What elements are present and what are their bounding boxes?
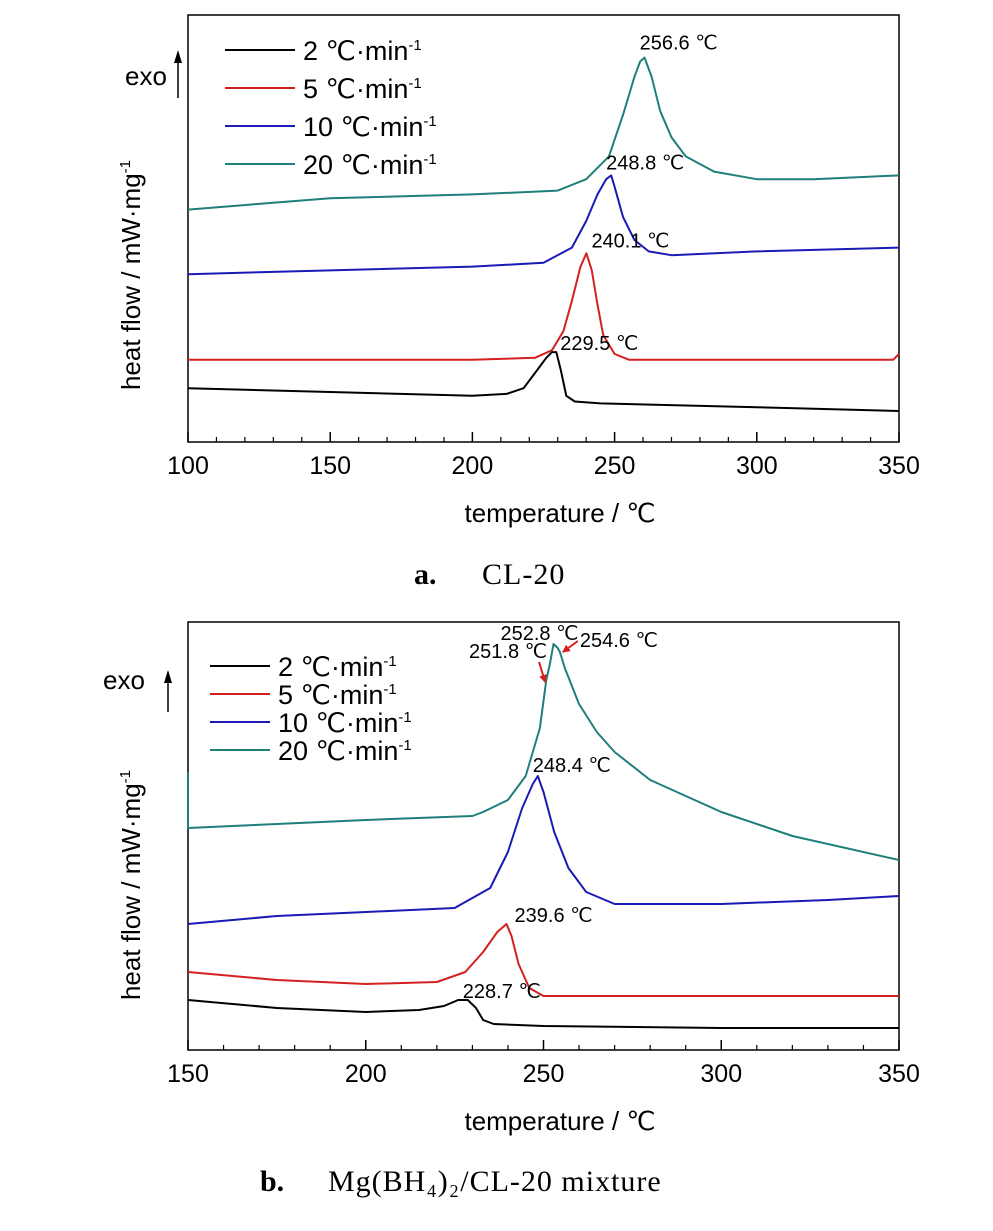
panel-a-x-tick-label: 350 (878, 452, 920, 480)
panel-a-legend-unit: ℃·min (326, 36, 409, 66)
panel-a-legend-sup: -1 (423, 151, 436, 168)
panel-a-ylabel-main: heat flow / mW·mg (116, 173, 146, 390)
panel-b-legend-sup: -1 (398, 709, 411, 726)
panel-a-legend-sup: -1 (408, 37, 421, 54)
panel-b-legend-unit: ℃·min (301, 680, 384, 710)
panel-b-legend-unit: ℃·min (316, 708, 399, 738)
panel-b-peak-annotation: 228.7 ℃ (463, 981, 541, 1003)
panel-b-caption: b. Mg(BH₄)₂/CL-20 mixture (260, 1165, 662, 1198)
panel-a-x-tick-label: 250 (594, 452, 636, 480)
panel-a-ylabel-sup: -1 (117, 160, 134, 173)
panel-a-peak-annotation: 240.1 ℃ (591, 230, 669, 252)
panel-b-legend-entry: 10 ℃·min-1 (210, 708, 412, 738)
panel-b-legend-sup: -1 (398, 737, 411, 754)
panel-b-legend-rate: 2 (278, 652, 301, 682)
panel-a-series-line-20-rate (187, 56, 900, 211)
panel-b-legend-unit: ℃·min (316, 736, 399, 766)
panel-a-peak-annotation: 229.5 ℃ (560, 333, 638, 355)
panel-b-x-tick-label: 350 (878, 1060, 920, 1088)
panel-b-legend-label: 20 ℃·min-1 (278, 736, 412, 766)
panel-b-legend-rate: 5 (278, 680, 301, 710)
panel-a-series-line-2-rate (187, 351, 900, 412)
panel-b-exo-indicator: exo (103, 665, 172, 712)
panel-a-legend-unit: ℃·min (326, 74, 409, 104)
panel-b-peak-annotation: 252.8 ℃ (500, 623, 578, 645)
panel-b-legend-rate: 20 (278, 736, 316, 766)
panel-b-legend-sup: -1 (383, 681, 396, 698)
panel-b-xlabel: temperature / ℃ (464, 1106, 655, 1136)
panel-b-legend-label: 5 ℃·min-1 (278, 680, 397, 710)
panel-a-legend-unit: ℃·min (341, 112, 424, 142)
panel-b-peak-annotation: 251.8 ℃ (469, 641, 547, 663)
panel-b-x-tick-label: 250 (523, 1060, 565, 1088)
panel-a-legend-sup: -1 (423, 113, 436, 130)
panel-b-ylabel: heat flow / mW·mg-1 (116, 770, 146, 1000)
panel-b-peak-annotation: 254.6 ℃ (580, 630, 658, 652)
panel-a-legend-entry: 2 ℃·min-1 (225, 36, 422, 66)
panel-a-series-line-10-rate (187, 174, 900, 276)
panel-b-ylabel-main: heat flow / mW·mg (116, 783, 146, 1000)
panel-a-exo-arrow-icon (174, 50, 182, 63)
panel-b-series-line-20-rate (187, 643, 900, 861)
panel-a-legend-label: 10 ℃·min-1 (303, 112, 437, 142)
panel-a-legend-sup: -1 (408, 75, 421, 92)
panel-a-x-tick-label: 300 (736, 452, 778, 480)
panel-b-legend-entry: 5 ℃·min-1 (210, 680, 397, 710)
panel-b-series-line-5-rate (187, 923, 899, 997)
panel-a-x-tick-label: 100 (167, 452, 209, 480)
panel-a-ylabel: heat flow / mW·mg-1 (116, 160, 146, 390)
panel-a-caption-text: CL-20 (482, 558, 565, 591)
panel-b-peak-annotation: 239.6 ℃ (515, 905, 593, 927)
panel-b-series-line-2-rate (187, 999, 899, 1029)
panel-a-xlabel: temperature / ℃ (464, 498, 655, 528)
panel-a-legend-unit: ℃·min (341, 150, 424, 180)
panel-b-caption-text: Mg(BH₄)₂/CL-20 mixture (328, 1165, 662, 1198)
panel-a-legend-rate: 10 (303, 112, 341, 142)
panel-b-exo-label: exo (103, 665, 145, 695)
panel-a-legend-rate: 5 (303, 74, 326, 104)
panel-b-legend-sup: -1 (383, 653, 396, 670)
panel-a-plot-frame (187, 14, 900, 443)
panel-b-legend-label: 2 ℃·min-1 (278, 652, 397, 682)
panel-b-annotation-arrow-icon (562, 640, 579, 653)
panel-a-x-tick-label: 200 (452, 452, 494, 480)
panel-a-legend-entry: 5 ℃·min-1 (225, 74, 422, 104)
panel-b-legend-rate: 10 (278, 708, 316, 738)
panel-b-legend-label: 10 ℃·min-1 (278, 708, 412, 738)
panel-b-ylabel-sup: -1 (117, 770, 134, 783)
panel-a-exo-indicator: exo (125, 50, 182, 98)
panel-a-series-line-5-rate (188, 252, 900, 361)
panel-b-caption-letter: b. (260, 1165, 284, 1198)
panel-a-caption-letter: a. (414, 558, 437, 591)
panel-a-exo-label: exo (125, 61, 167, 91)
panel-a-x-tick-label: 150 (309, 452, 351, 480)
panel-b-legend-unit: ℃·min (301, 652, 384, 682)
panel-a-legend-label: 2 ℃·min-1 (303, 36, 422, 66)
panel-b-x-tick-label: 200 (345, 1060, 387, 1088)
panel-a-legend-rate: 20 (303, 150, 341, 180)
panel-b-x-tick-label: 150 (167, 1060, 209, 1088)
panel-b-exo-arrow-icon (164, 670, 172, 683)
panel-a-legend-entry: 10 ℃·min-1 (225, 112, 437, 142)
panel-b-annotation-arrow-icon (538, 661, 547, 683)
panel-b-legend-entry: 20 ℃·min-1 (210, 736, 412, 766)
panel-b-series-line-10-rate (187, 775, 900, 925)
panel-a-peak-annotation: 248.8 ℃ (606, 152, 684, 174)
panel-a-legend-rate: 2 (303, 36, 326, 66)
panel-a-legend-label: 5 ℃·min-1 (303, 74, 422, 104)
panel-b-peak-annotation: 248.4 ℃ (533, 755, 611, 777)
panel-a-peak-annotation: 256.6 ℃ (640, 33, 718, 55)
panel-b-x-tick-label: 300 (700, 1060, 742, 1088)
panel-a-legend-entry: 20 ℃·min-1 (225, 150, 437, 180)
panel-b-legend-entry: 2 ℃·min-1 (210, 652, 397, 682)
panel-a-caption: a. CL-20 (414, 558, 565, 591)
panel-a-legend-label: 20 ℃·min-1 (303, 150, 437, 180)
